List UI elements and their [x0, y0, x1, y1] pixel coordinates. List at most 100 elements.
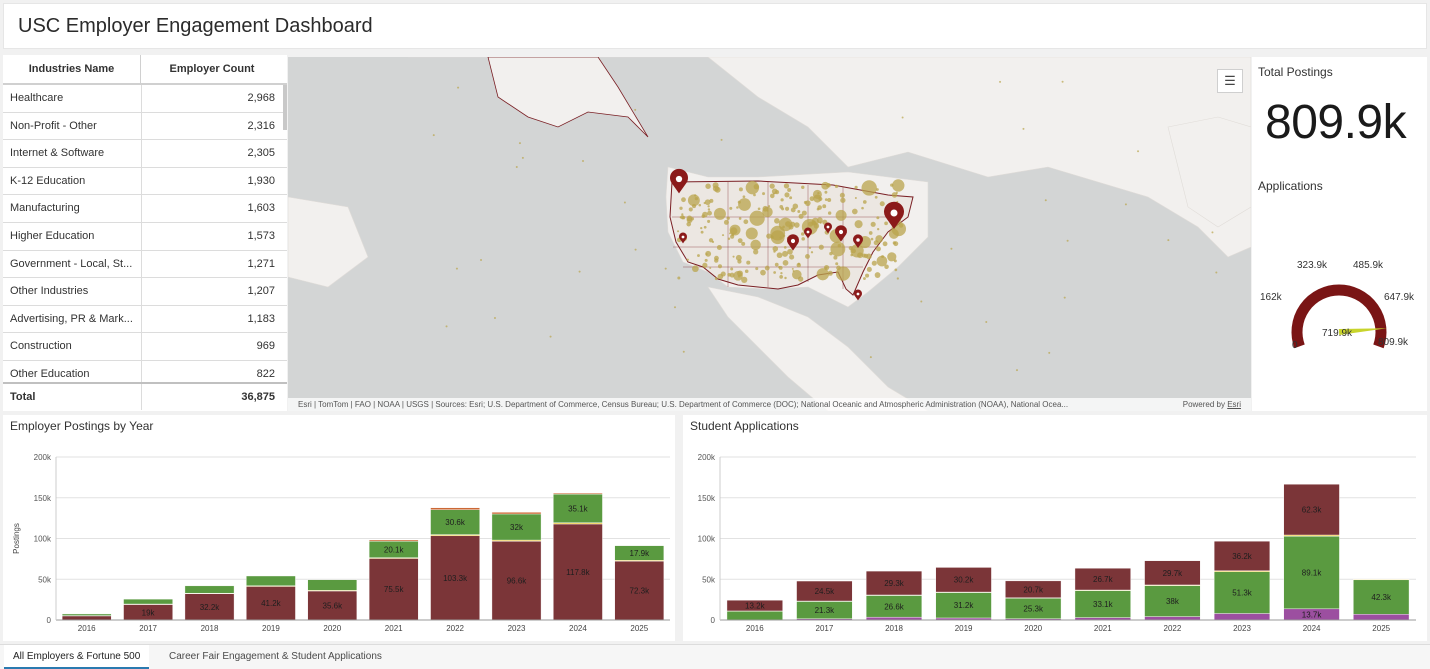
bar-segment [307, 590, 358, 621]
x-tick-label: 2024 [1303, 624, 1321, 633]
employer-point [798, 213, 804, 219]
table-row[interactable]: Other Education 822 [3, 360, 287, 382]
employer-count: 1,271 [141, 250, 283, 278]
bar-segment [491, 512, 542, 515]
employer-point [827, 198, 832, 202]
table-row[interactable]: Non-Profit - Other 2,316 [3, 112, 287, 141]
employer-point [445, 325, 448, 328]
table-row[interactable]: Government - Local, St... 1,271 [3, 250, 287, 279]
employer-point [792, 269, 795, 272]
employer-point [783, 245, 787, 249]
table-body[interactable]: Healthcare 2,968 Non-Profit - Other 2,316 In… [3, 85, 287, 382]
employer-point [816, 268, 829, 281]
employer-point [827, 211, 832, 215]
esri-link[interactable]: Esri [1227, 400, 1241, 409]
employer-point [766, 209, 769, 212]
employer-point [892, 179, 905, 192]
industry-name: Non-Profit - Other [10, 119, 97, 132]
data-label: 26.6k [884, 602, 905, 611]
data-label: 29.3k [884, 579, 905, 588]
employer-point [493, 316, 496, 319]
table-row[interactable]: Higher Education 1,573 [3, 222, 287, 251]
x-tick-label: 2016 [78, 624, 96, 633]
chart-canvas[interactable]: 0 50k 100k 150k 200k Postings 2016 19k 2017 32.2k… [3, 415, 675, 641]
employer-map[interactable]: ☰ Esri | TomTom | FAO | NOAA | USGS | So… [288, 57, 1251, 411]
employer-point [762, 192, 766, 196]
chart-canvas[interactable]: 0 50k 100k 150k 200k 13.2k 2016 21.3k 24.5k 2017 2… [683, 415, 1427, 641]
employer-point [834, 184, 839, 189]
employer-point [727, 272, 731, 277]
table-row[interactable]: Healthcare 2,968 [3, 85, 287, 113]
employer-point [707, 210, 712, 216]
employer-point [686, 258, 689, 262]
employer-point [736, 206, 739, 209]
y-tick-label: 0 [711, 616, 716, 625]
y-tick-label: 100k [698, 535, 716, 544]
employer-point [813, 223, 820, 229]
employer-point [785, 206, 790, 211]
table-row[interactable]: Internet & Software 2,305 [3, 140, 287, 168]
tab-career-fair[interactable]: Career Fair Engagement & Student Applica… [169, 651, 382, 662]
employer-point [920, 300, 923, 303]
employer-point [726, 216, 730, 220]
employer-point [720, 138, 723, 141]
student-applications-chart[interactable]: Student Applications 0 50k 100k 150k 200k 13.… [683, 415, 1427, 641]
total-value: 36,875 [141, 384, 283, 410]
table-row[interactable]: Manufacturing 1,603 [3, 195, 287, 223]
bar-segment [1144, 616, 1201, 621]
data-label: 89.1k [1302, 569, 1323, 578]
employer-point [723, 219, 729, 225]
map-pin-icon [670, 168, 688, 194]
table-total-row: Total 36,875 [3, 382, 287, 410]
employer-point [749, 210, 765, 226]
table-row[interactable]: Other Industries 1,207 [3, 278, 287, 306]
employer-point [730, 234, 735, 239]
gauge-canvas [1291, 284, 1387, 349]
bar-segment [246, 575, 296, 586]
employer-point [874, 272, 881, 278]
column-header-employer-count[interactable]: Employer Count [169, 63, 255, 75]
bar-segment [796, 580, 853, 602]
employer-count: 822 [141, 360, 283, 382]
map-canvas[interactable] [288, 57, 1251, 411]
employer-point [709, 266, 712, 269]
industries-table[interactable]: Industries Name Employer Count Healthcar… [3, 55, 287, 411]
legend-list-icon[interactable]: ☰ [1217, 69, 1243, 93]
employer-point [750, 239, 761, 251]
employer-point [694, 194, 697, 197]
employer-point [707, 208, 711, 211]
bar-segment [1144, 585, 1201, 617]
bar-segment [726, 610, 783, 620]
x-tick-label: 2020 [1024, 624, 1042, 633]
employer-count: 1,207 [141, 278, 283, 306]
employer-point [881, 255, 885, 259]
table-row[interactable]: Construction 969 [3, 333, 287, 361]
employer-point [789, 254, 795, 260]
employer-point [782, 260, 789, 266]
employer-point [743, 219, 749, 225]
table-scrollbar[interactable] [283, 85, 287, 130]
table-header: Industries Name Employer Count [3, 55, 287, 85]
employer-point [745, 227, 758, 240]
employer-point [784, 192, 790, 198]
employer-point [800, 232, 805, 236]
column-header-industries-name[interactable]: Industries Name [3, 55, 141, 83]
employer-postings-chart[interactable]: Employer Postings by Year 0 50k 100k 150k 20… [3, 415, 675, 641]
employer-point [835, 266, 851, 281]
employer-point [829, 251, 833, 256]
bar-segment [430, 507, 480, 510]
table-row[interactable]: Advertising, PR & Mark... 1,183 [3, 305, 287, 334]
employer-point [1044, 199, 1047, 202]
powered-by-label: Powered by [1182, 400, 1225, 409]
bar-segment [1074, 568, 1131, 591]
employer-point [794, 222, 800, 228]
employer-point [760, 269, 766, 276]
tab-all-employers[interactable]: All Employers & Fortune 500 [4, 645, 150, 669]
employer-point [774, 218, 780, 224]
employer-point [854, 185, 858, 189]
employer-point [1167, 239, 1170, 242]
table-row[interactable]: K-12 Education 1,930 [3, 167, 287, 196]
employer-point [875, 246, 881, 252]
y-tick-label: 50k [38, 575, 52, 584]
employer-point [729, 206, 733, 210]
